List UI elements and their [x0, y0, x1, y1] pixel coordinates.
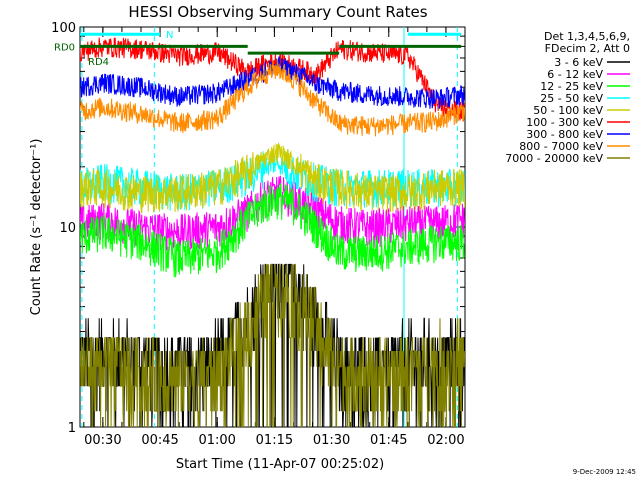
x-tick-label: 02:00	[427, 433, 464, 448]
legend-entry: 7000 - 20000 keV	[505, 152, 603, 165]
x-tick-label: 01:45	[370, 433, 407, 448]
legend-entry: 6 - 12 keV	[547, 68, 603, 81]
y-tick-label: 100	[51, 21, 76, 36]
series-line	[80, 142, 465, 214]
chart-title: HESSI Observing Summary Count Rates	[128, 3, 427, 21]
x-tick-label: 00:30	[84, 433, 121, 448]
x-axis-label: Start Time (11-Apr-07 00:25:02)	[176, 457, 384, 472]
legend-entry: 800 - 7000 keV	[519, 140, 603, 153]
footer-timestamp: 9-Dec-2009 12:45	[573, 468, 636, 476]
y-axis-label: Count Rate (s⁻¹ detector⁻¹)	[29, 139, 44, 316]
series-line	[80, 263, 465, 427]
legend-entry: 3 - 6 keV	[554, 56, 603, 69]
legend-entry: 300 - 800 keV	[526, 128, 603, 141]
series-line	[80, 183, 465, 278]
legend-entry: 50 - 100 keV	[533, 104, 603, 117]
x-tick-label: 01:30	[313, 433, 350, 448]
series-line	[80, 59, 465, 137]
x-tick-label: 01:15	[256, 433, 293, 448]
attenuator-label: RD4	[88, 57, 109, 68]
x-tick-label: 01:00	[198, 433, 235, 448]
legend-entry: 25 - 50 keV	[540, 92, 603, 105]
attenuator-label: RD0	[54, 42, 75, 53]
legend-header: FDecim 2, Att 0	[545, 42, 630, 55]
legend-header: Det 1,3,4,5,6,9,	[544, 30, 630, 43]
legend-entry: 100 - 300 keV	[526, 116, 603, 129]
x-tick-label: 00:45	[141, 433, 178, 448]
y-tick-label: 10	[59, 221, 76, 236]
legend-entry: 12 - 25 keV	[540, 80, 603, 93]
y-tick-label: 1	[68, 421, 76, 436]
series-line	[80, 175, 465, 252]
data-gap-label: N	[166, 30, 173, 41]
